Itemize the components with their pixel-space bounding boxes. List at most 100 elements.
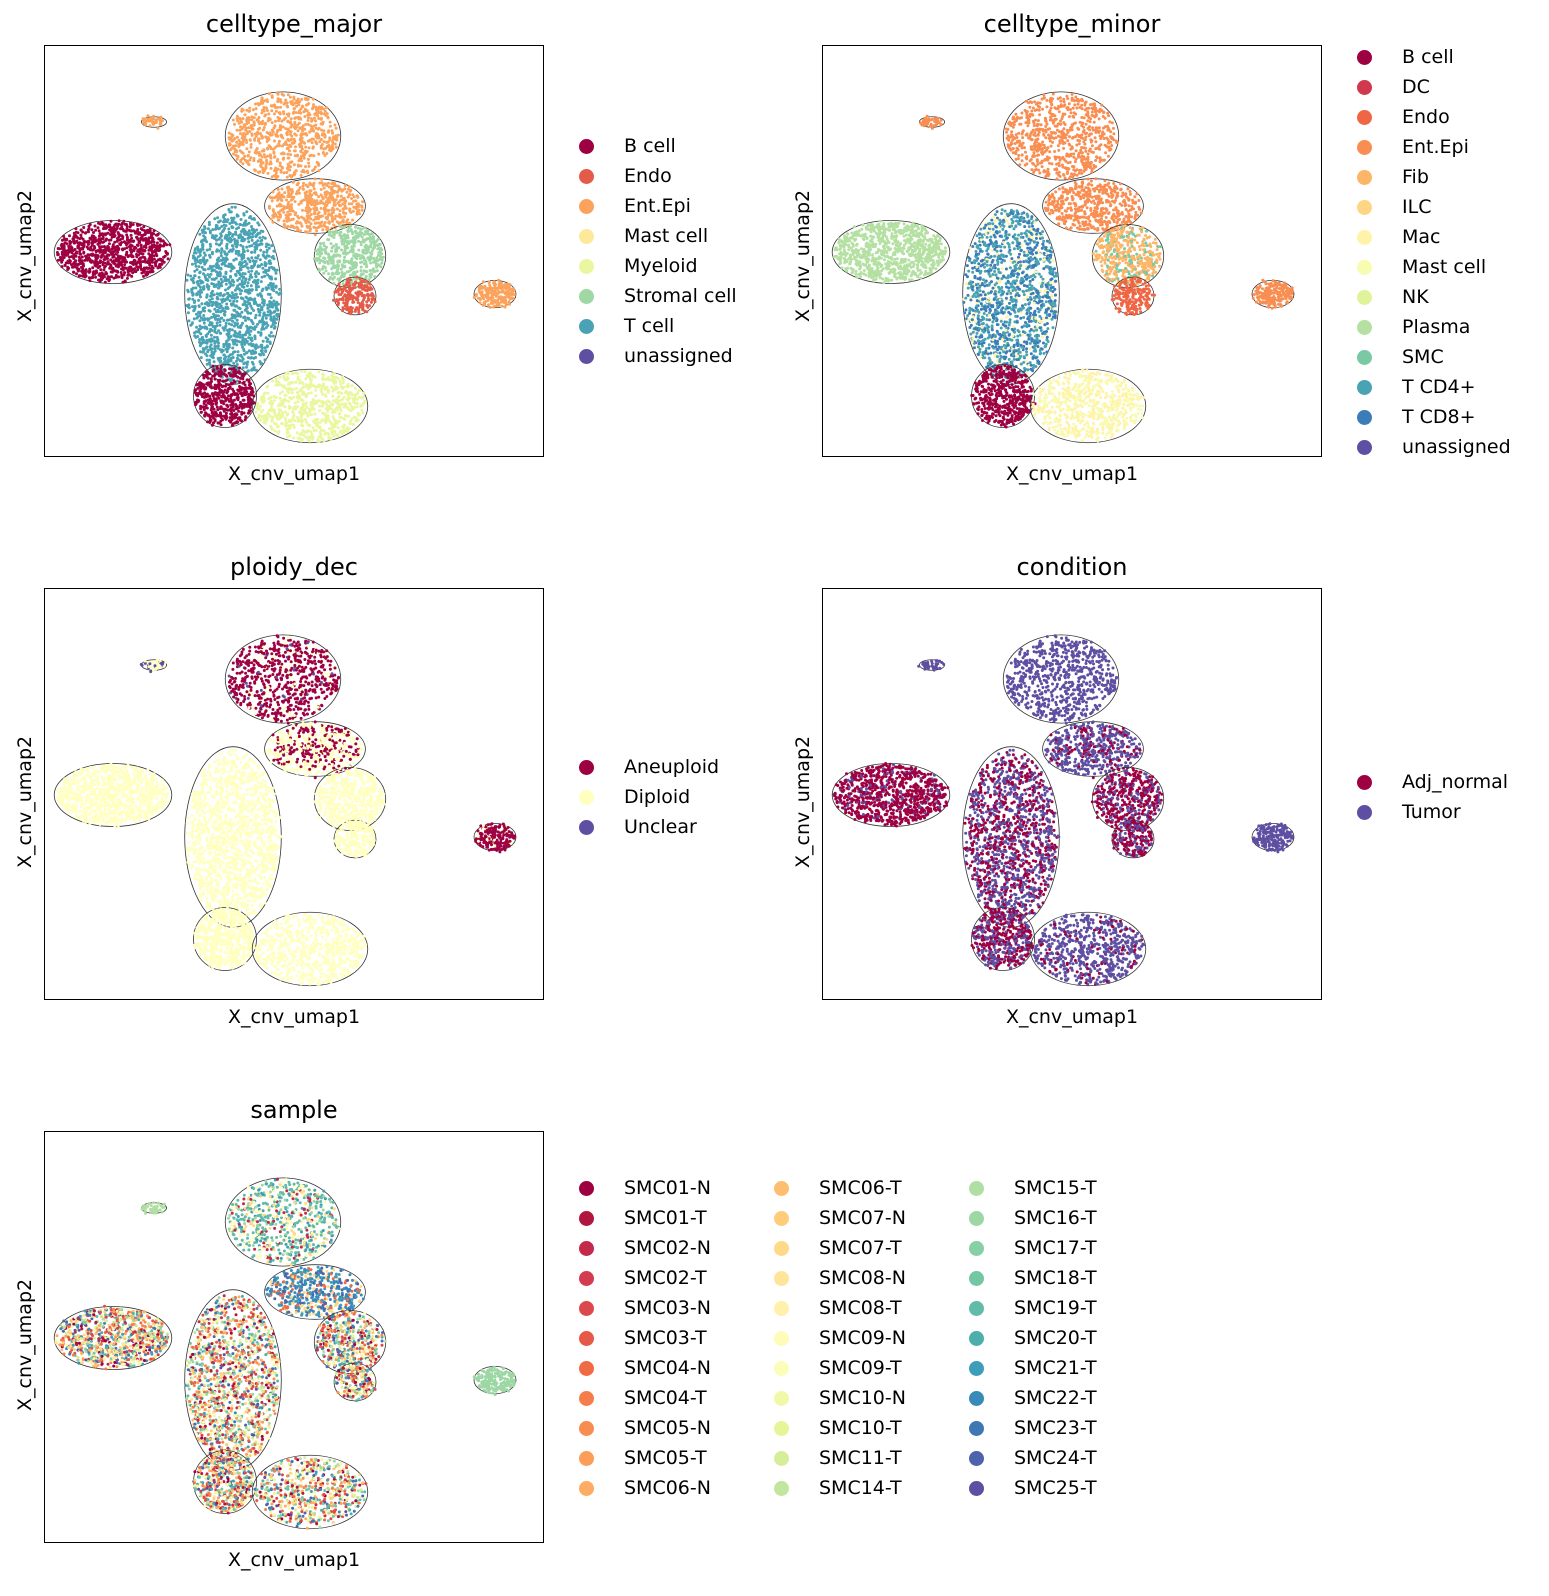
cell-point (261, 339, 265, 343)
cell-point (213, 347, 217, 351)
cell-point (353, 237, 357, 241)
cell-point (103, 245, 106, 249)
cell-point (212, 407, 216, 411)
cell-point (257, 116, 261, 119)
cell-point (109, 270, 113, 274)
cell-point (242, 213, 246, 217)
cell-point (240, 340, 244, 344)
cell-point (281, 208, 285, 212)
cell-point (282, 171, 286, 175)
cell-point (56, 258, 60, 262)
cell-point (229, 335, 233, 338)
cell-point (229, 262, 233, 266)
cell-point (273, 155, 276, 159)
cell-point (241, 345, 244, 349)
cell-point (263, 155, 267, 159)
cell-point (215, 238, 218, 242)
cell-point (342, 242, 346, 246)
cell-point (238, 277, 242, 280)
cell-point (199, 295, 202, 299)
cell-point (314, 126, 318, 130)
cell-point (314, 226, 318, 230)
cell-point (214, 263, 218, 267)
cell-point (336, 265, 340, 269)
cell-point (217, 220, 220, 224)
cell-point (272, 399, 276, 403)
cell-point (235, 269, 239, 273)
cell-point (100, 271, 104, 275)
cell-point (279, 128, 283, 132)
cell-point (81, 244, 85, 247)
cell-point (314, 123, 318, 127)
cell-point (270, 199, 274, 203)
cell-point (191, 286, 195, 290)
cell-point (89, 248, 92, 252)
cell-point (236, 353, 240, 357)
cell-point (201, 231, 205, 234)
cell-point (349, 228, 353, 232)
cell-point (219, 423, 223, 427)
cell-point (262, 270, 266, 274)
cell-point (270, 244, 274, 248)
cell-point (156, 232, 160, 236)
cell-point (235, 243, 239, 247)
cell-point (198, 324, 202, 328)
cell-point (111, 268, 115, 272)
cell-point (196, 280, 200, 283)
cell-point (245, 284, 249, 288)
cell-point (219, 254, 223, 258)
cell-point (278, 396, 282, 400)
cell-point (235, 117, 239, 121)
cell-point (221, 294, 225, 298)
cell-point (319, 242, 323, 246)
cell-point (73, 265, 77, 269)
cell-point (234, 257, 238, 261)
cell-point (254, 351, 258, 355)
cell-point (211, 228, 215, 232)
cell-point (323, 132, 326, 136)
cell-point (75, 251, 79, 255)
cell-point (351, 300, 355, 304)
cell-point (230, 313, 234, 317)
cell-point (323, 221, 327, 224)
cell-point (265, 106, 268, 110)
cell-point (243, 388, 247, 392)
cell-point (307, 146, 311, 150)
cluster-outline (53, 220, 173, 284)
cell-point (269, 315, 273, 319)
cell-point (279, 105, 282, 109)
cell-point (343, 255, 347, 259)
cell-point (206, 227, 210, 231)
cell-point (208, 358, 212, 362)
cell-point (150, 232, 153, 236)
cell-point (224, 282, 228, 286)
cell-point (233, 421, 237, 425)
cell-point (200, 395, 204, 399)
cell-point (198, 338, 202, 341)
cell-point (365, 284, 369, 288)
cell-point (312, 137, 315, 141)
cell-point (245, 122, 249, 126)
cell-point (241, 250, 245, 254)
cell-point (373, 300, 377, 303)
cell-point (236, 339, 240, 343)
cell-point (342, 301, 346, 305)
cell-point (227, 322, 231, 326)
cell-point (138, 231, 142, 235)
cell-point (274, 166, 278, 170)
cell-point (216, 273, 219, 277)
cell-point (332, 282, 336, 285)
cell-point (141, 260, 145, 264)
cell-point (223, 226, 227, 230)
cell-point (295, 220, 299, 224)
cell-point (270, 128, 274, 132)
cell-point (81, 267, 85, 271)
cell-point (228, 222, 232, 225)
cell-point (222, 342, 226, 346)
cell-point (76, 231, 80, 235)
cell-point (226, 237, 229, 241)
cell-point (246, 360, 250, 364)
cell-point (286, 128, 290, 132)
cell-point (225, 244, 229, 248)
cell-point (265, 250, 269, 254)
